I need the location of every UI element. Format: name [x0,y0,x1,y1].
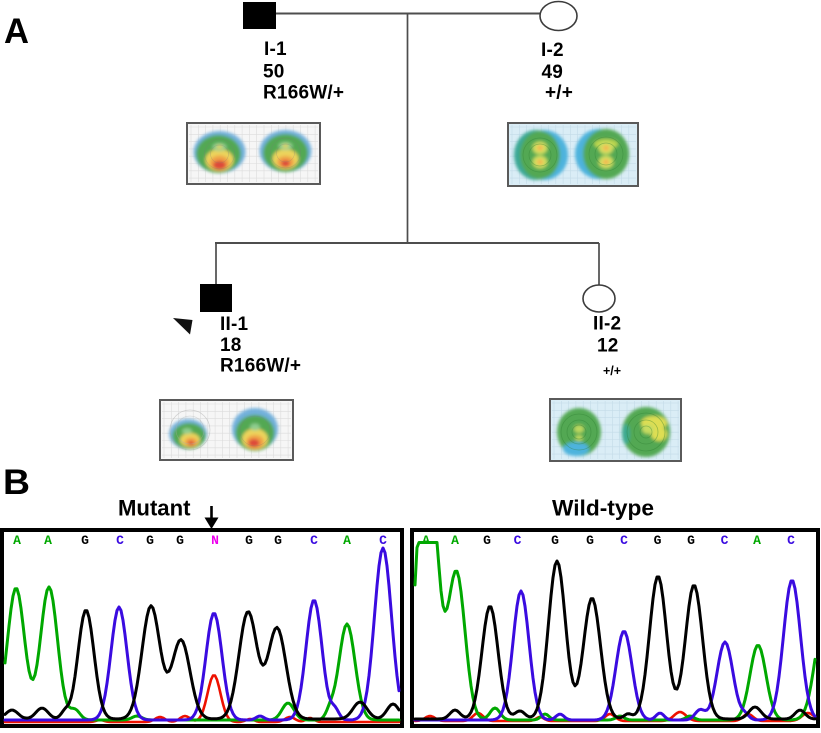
svg-text:G: G [274,533,282,548]
svg-text:C: C [514,533,522,548]
svg-text:G: G [551,533,559,548]
svg-text:G: G [81,533,89,548]
svg-text:Mutant: Mutant [118,496,191,521]
svg-text:+/+: +/+ [545,83,573,104]
svg-text:G: G [687,533,695,548]
svg-text:G: G [654,533,662,548]
svg-text:C: C [116,533,124,548]
svg-text:C: C [310,533,318,548]
svg-text:A: A [451,533,459,548]
svg-text:I-2: I-2 [541,40,564,61]
svg-text:12: 12 [597,336,619,357]
svg-text:A: A [422,533,430,548]
svg-text:C: C [787,533,795,548]
svg-text:R166W/+: R166W/+ [263,82,344,103]
svg-text:R166W/+: R166W/+ [220,356,301,377]
svg-text:I-1: I-1 [264,39,287,60]
svg-text:II-2: II-2 [593,314,621,335]
svg-text:N: N [211,533,219,548]
svg-text:G: G [245,533,253,548]
svg-text:50: 50 [263,62,285,83]
svg-text:A: A [343,533,351,548]
svg-text:49: 49 [542,62,564,83]
svg-text:II-1: II-1 [220,314,248,335]
svg-text:C: C [379,533,387,548]
svg-text:A: A [44,533,52,548]
svg-text:C: C [620,533,628,548]
svg-text:G: G [146,533,154,548]
svg-text:A: A [753,533,761,548]
svg-text:+/+: +/+ [603,364,621,378]
svg-text:18: 18 [220,335,242,356]
svg-text:A: A [4,12,29,51]
svg-text:A: A [13,533,21,548]
svg-text:G: G [586,533,594,548]
svg-text:G: G [483,533,491,548]
svg-text:Wild-type: Wild-type [552,496,654,521]
svg-text:B: B [3,463,30,502]
svg-text:G: G [176,533,184,548]
svg-text:C: C [721,533,729,548]
